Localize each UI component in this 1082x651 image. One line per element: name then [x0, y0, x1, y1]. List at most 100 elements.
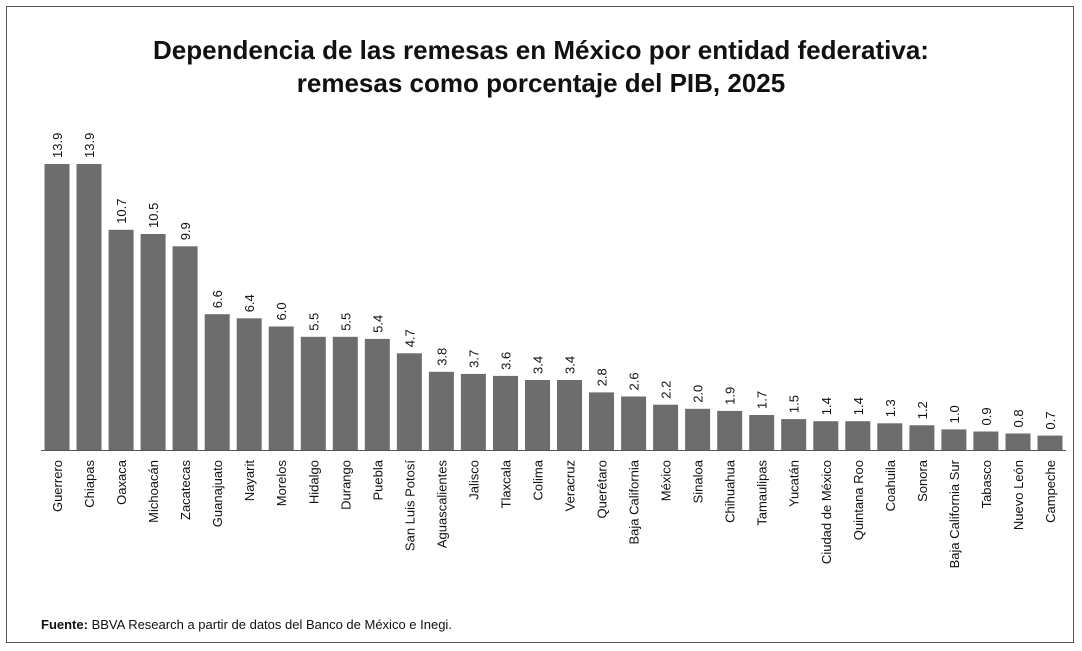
category-label: Tamaulipas [755, 460, 770, 526]
value-label: 1.7 [755, 391, 770, 409]
category-label: Michoacán [146, 460, 161, 523]
value-label: 13.9 [50, 133, 65, 158]
category-label: Sinaloa [691, 459, 706, 503]
category-label: Yucatán [787, 460, 802, 507]
value-label: 3.8 [434, 348, 449, 366]
bar-hidalgo [300, 336, 326, 450]
category-label: Campeche [1043, 460, 1058, 523]
bar-veracruz [557, 380, 582, 450]
bar-baja-california [621, 396, 647, 450]
category-label: San Luis Potosí [402, 460, 417, 551]
value-label: 10.7 [114, 198, 129, 223]
category-label: Sonora [915, 459, 930, 502]
bar-tamaulipas [749, 415, 775, 450]
category-label: Nuevo León [1011, 460, 1026, 530]
value-label: 5.5 [306, 313, 321, 331]
value-label: 6.4 [242, 294, 257, 312]
bar-chihuahua [717, 410, 743, 450]
category-label: México [659, 460, 674, 501]
value-label: 3.7 [466, 350, 481, 368]
value-label: 1.4 [851, 397, 866, 415]
category-label: Guanajuato [210, 460, 225, 527]
value-label: 2.6 [627, 372, 642, 390]
value-label: 2.8 [595, 368, 610, 386]
bar-morelos [268, 326, 294, 450]
category-label: Ciudad de México [819, 460, 834, 564]
bar-michoacán [140, 234, 166, 450]
bar-tabasco [973, 431, 999, 450]
value-label: 6.6 [210, 290, 225, 308]
value-label: 4.7 [402, 329, 417, 347]
bar-tlaxcala [493, 375, 518, 450]
value-label: 9.9 [178, 222, 193, 240]
bar-nayarit [236, 318, 262, 450]
bar-chiapas [76, 164, 102, 450]
value-label: 1.3 [883, 399, 898, 417]
category-label: Chiapas [82, 460, 97, 508]
category-label: Baja California [627, 459, 642, 544]
bar-quintana-roo [845, 421, 871, 450]
value-label: 10.5 [146, 203, 161, 228]
bar-durango [332, 336, 358, 450]
category-label: Jalisco [466, 460, 481, 500]
bar-zacatecas [172, 246, 198, 450]
chart-title-line-1: Dependencia de las remesas en México por… [153, 35, 929, 65]
source-note: Fuente: BBVA Research a partir de datos … [41, 617, 452, 632]
value-label: 3.6 [499, 352, 514, 370]
category-label: Durango [338, 460, 353, 510]
category-label: Guerrero [50, 460, 65, 512]
category-label: Morelos [274, 460, 289, 507]
category-label: Baja California Sur [947, 459, 962, 568]
bar-querétaro [589, 392, 614, 450]
category-label: Nayarit [242, 460, 257, 502]
value-label: 2.2 [659, 381, 674, 399]
bar-oaxaca [108, 229, 134, 450]
value-label: 1.2 [915, 401, 930, 419]
category-label: Quintana Roo [851, 460, 866, 540]
value-label: 2.0 [691, 385, 706, 403]
bar-ciudad-de-méxico [813, 421, 839, 450]
bar-baja-california-sur [941, 429, 967, 450]
category-label: Hidalgo [306, 460, 321, 504]
value-label: 1.0 [947, 405, 962, 423]
category-label: Querétaro [595, 460, 610, 519]
bar-campeche [1037, 435, 1063, 450]
bar-yucatán [781, 419, 807, 450]
bar-méxico [653, 404, 679, 450]
value-label: 1.5 [787, 395, 802, 413]
category-label: Chihuahua [723, 459, 738, 523]
category-label: Aguascalientes [434, 460, 449, 549]
category-label: Colima [531, 459, 546, 500]
bar-guerrero [44, 164, 70, 450]
category-label: Coahuila [883, 459, 898, 511]
value-label: 3.4 [563, 356, 578, 374]
category-label: Tabasco [979, 460, 994, 508]
value-label: 0.8 [1011, 409, 1026, 427]
category-label: Zacatecas [178, 460, 193, 520]
value-label: 3.4 [531, 356, 546, 374]
bar-coahuila [877, 423, 903, 450]
value-label: 6.0 [274, 302, 289, 320]
value-label: 1.9 [723, 387, 738, 405]
value-label: 5.5 [338, 313, 353, 331]
chart-title: Dependencia de las remesas en México por… [0, 34, 1082, 100]
bar-colima [525, 380, 550, 450]
value-label: 0.9 [979, 407, 994, 425]
bar-jalisco [460, 373, 486, 450]
source-label: Fuente: [41, 617, 88, 632]
value-label: 5.4 [370, 315, 385, 333]
bar-sonora [909, 425, 935, 450]
bar-aguascalientes [428, 371, 454, 450]
bar-guanajuato [204, 314, 230, 450]
category-label: Oaxaca [114, 459, 129, 505]
source-text: BBVA Research a partir de datos del Banc… [91, 617, 452, 632]
bar-san-luis-potosí [396, 353, 422, 450]
value-label: 1.4 [819, 397, 834, 415]
category-label: Tlaxcala [499, 459, 514, 508]
value-label: 0.7 [1043, 412, 1058, 430]
bar-puebla [364, 338, 390, 450]
bar-nuevo-león [1005, 433, 1031, 450]
bar-sinaloa [685, 408, 711, 450]
chart-title-line-2: remesas como porcentaje del PIB, 2025 [296, 68, 786, 98]
